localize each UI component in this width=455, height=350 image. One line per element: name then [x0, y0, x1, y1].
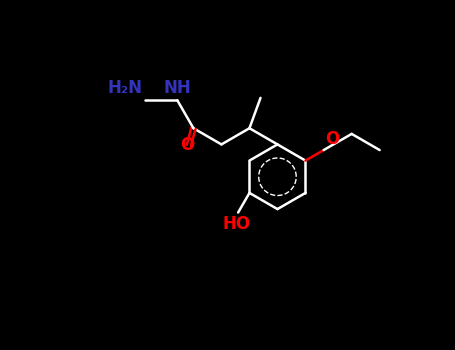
Text: O: O [180, 136, 194, 154]
Text: NH: NH [163, 79, 191, 97]
Text: O: O [325, 130, 339, 148]
Text: HO: HO [222, 215, 251, 233]
Text: H₂N: H₂N [108, 79, 142, 97]
